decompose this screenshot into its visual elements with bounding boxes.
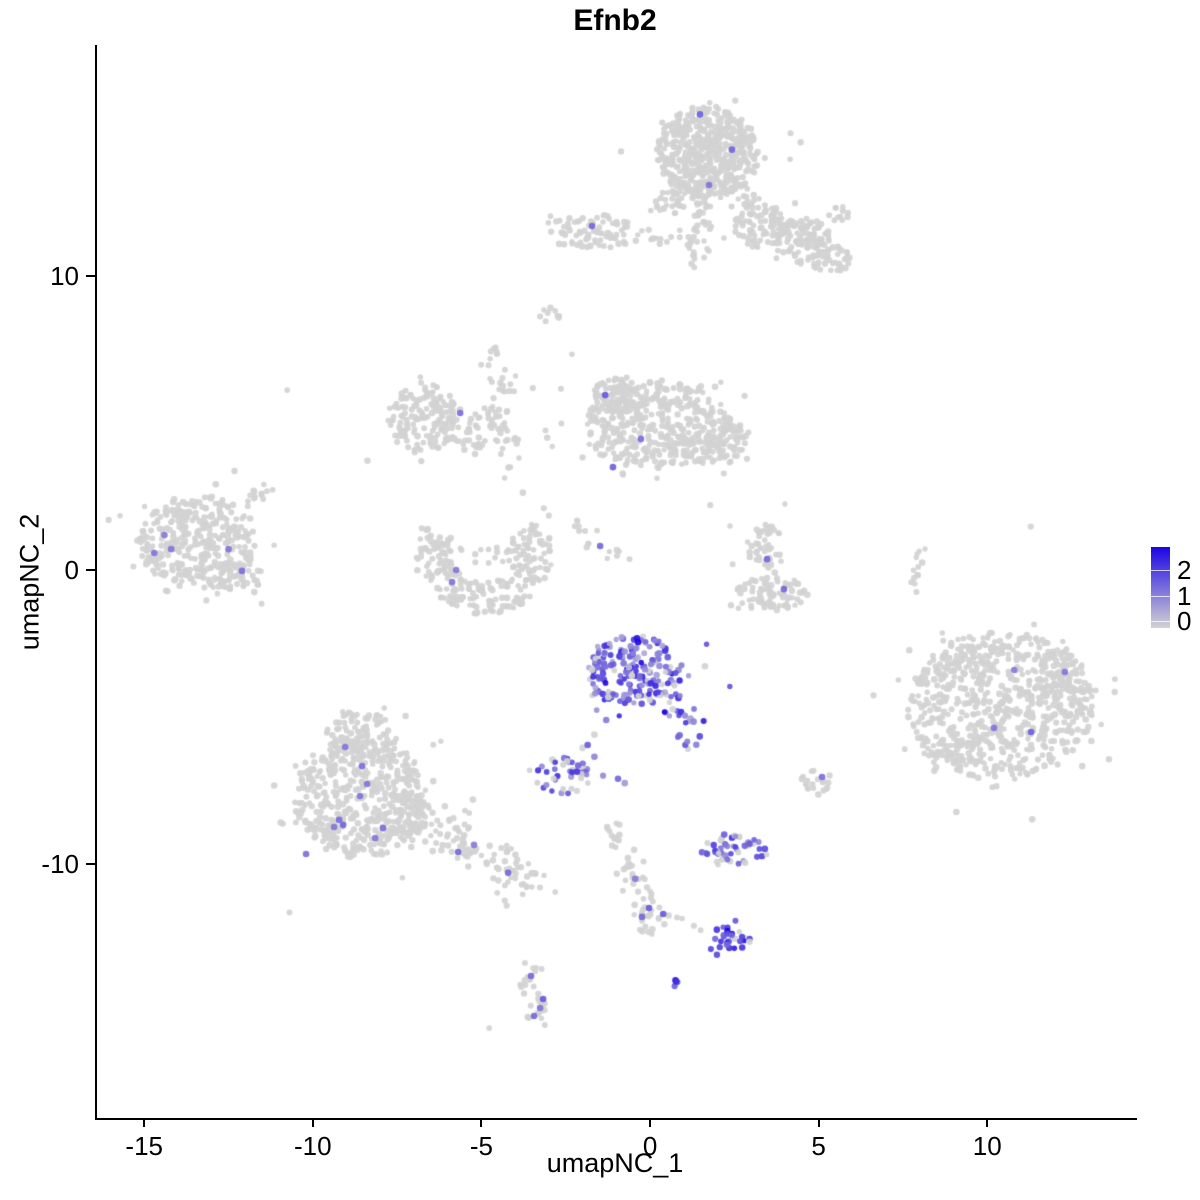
x-tick-label: 0	[642, 1131, 658, 1161]
legend-tick-line	[1151, 595, 1170, 597]
x-axis-label: umapNC_1	[546, 1148, 684, 1178]
x-tick-mark	[986, 1118, 989, 1127]
legend-tick-label: 0	[1177, 606, 1192, 636]
x-tick-label: -15	[125, 1131, 163, 1161]
x-tick-mark	[817, 1118, 820, 1127]
y-tick-label: 10	[50, 261, 79, 292]
x-tick-label: 5	[811, 1131, 826, 1161]
y-tick-label: -10	[41, 849, 79, 879]
x-tick-mark	[143, 1118, 146, 1127]
legend-tick-label: 1	[1177, 580, 1192, 611]
plot-panel: -15 -10 -5 0 5 10 -10 0 10	[41, 45, 1137, 1161]
legend-gradient-bar	[1151, 547, 1170, 628]
legend-tick-line	[1151, 621, 1170, 622]
y-tick-mark	[86, 863, 95, 865]
x-tick-mark	[649, 1118, 652, 1127]
x-tick-label: -10	[294, 1131, 332, 1161]
legend-tick-line	[1151, 570, 1170, 571]
x-tick-label: 10	[972, 1131, 1002, 1161]
x-tick-label: -5	[469, 1131, 493, 1161]
plot-title: Efnb2	[573, 4, 657, 37]
y-tick-label: 0	[64, 555, 79, 586]
legend-tick-label: 2	[1177, 555, 1192, 585]
y-axis-label: umapNC_2	[14, 513, 45, 651]
y-tick-mark	[86, 569, 95, 572]
umap-scatter-canvas	[97, 45, 1137, 1118]
y-tick-mark	[86, 275, 95, 278]
x-tick-mark	[480, 1118, 483, 1127]
x-tick-mark	[311, 1118, 314, 1127]
